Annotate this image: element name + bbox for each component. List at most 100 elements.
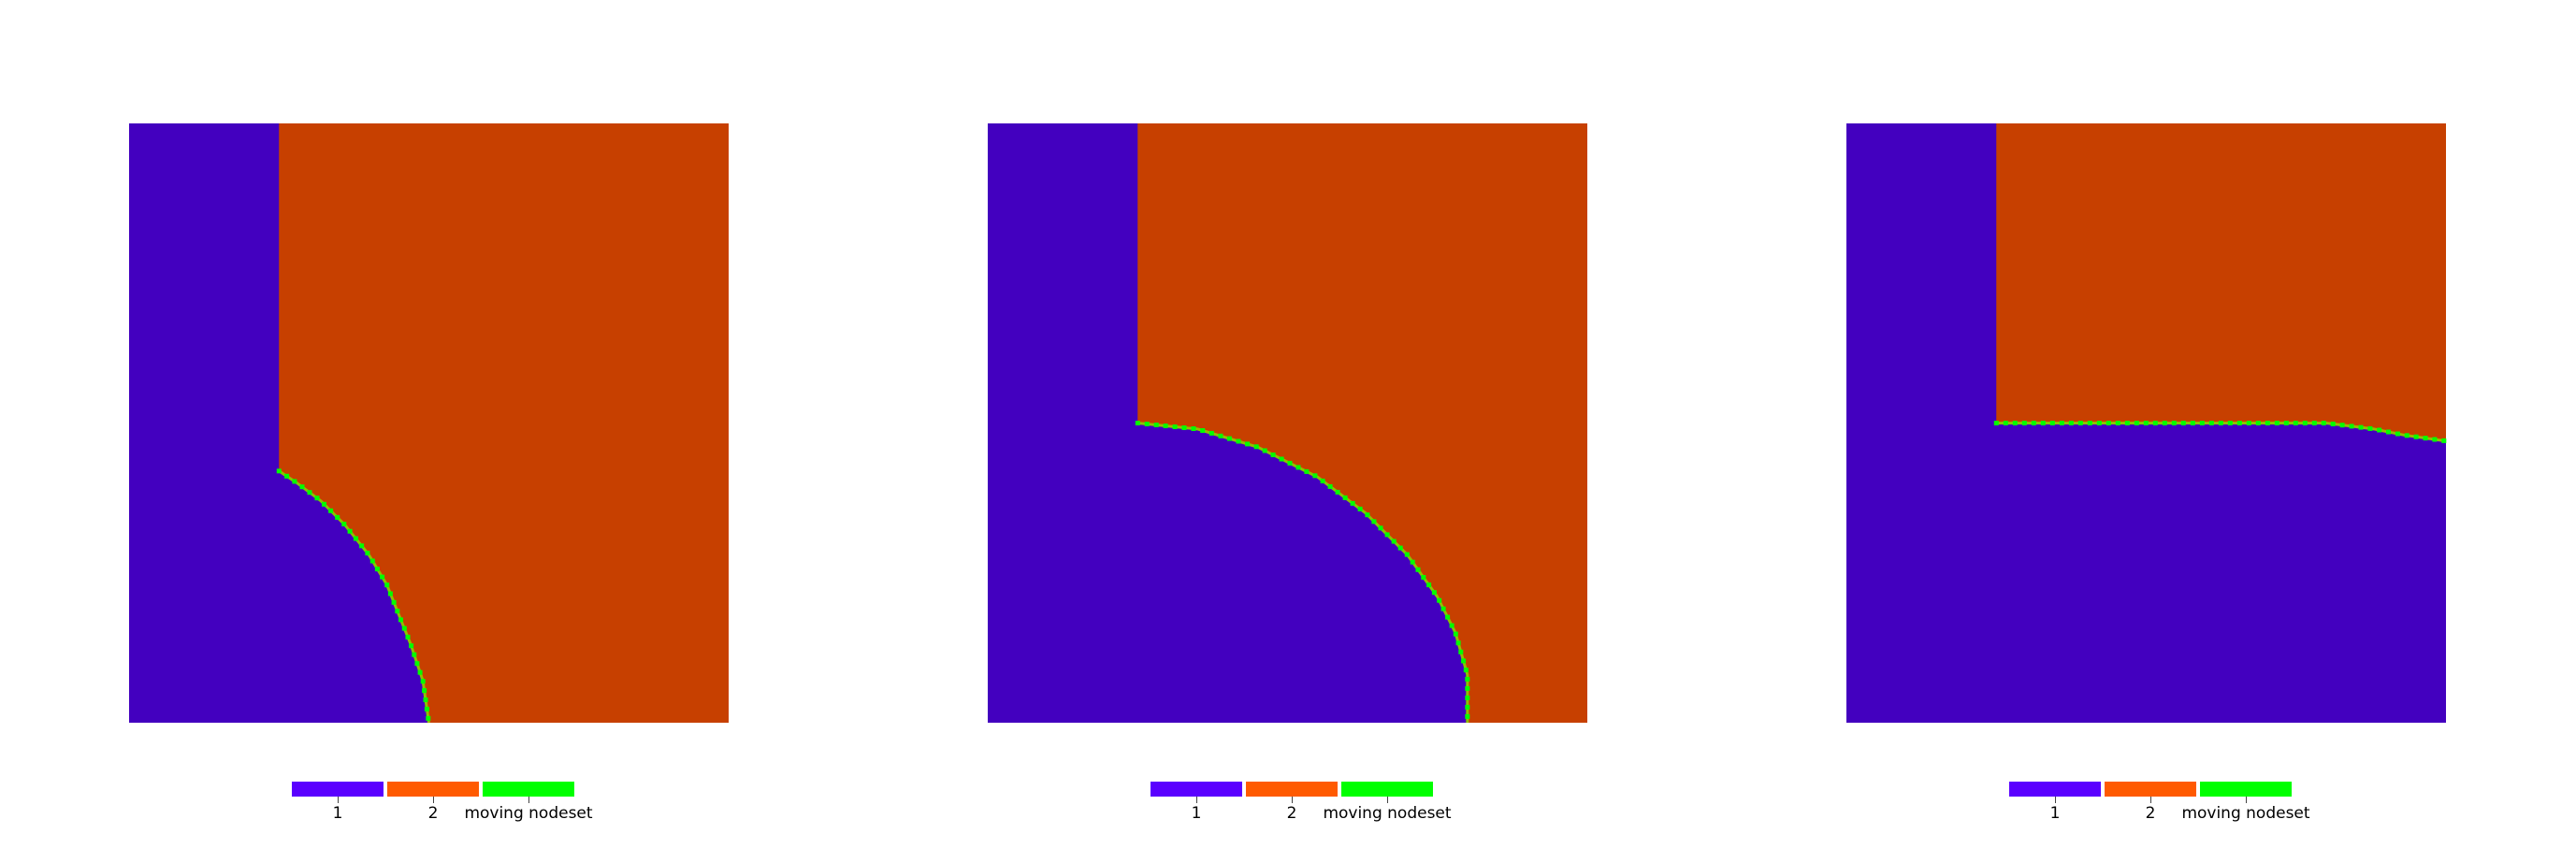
moving-nodeset-node <box>2377 427 2382 433</box>
legend-item-2-label: 2 <box>427 804 439 823</box>
moving-nodeset-node <box>1327 483 1333 489</box>
moving-nodeset-node <box>1236 438 1241 444</box>
moving-nodeset-node <box>359 543 365 549</box>
moving-nodeset-node <box>1357 506 1363 511</box>
moving-nodeset-node <box>1431 590 1437 596</box>
moving-nodeset-node <box>2208 421 2214 425</box>
moving-nodeset-node <box>2255 421 2261 425</box>
moving-nodeset-node <box>398 617 403 623</box>
moving-nodeset-node <box>2077 421 2083 425</box>
legend-item-moving-nodeset-tick <box>2246 797 2247 803</box>
moving-nodeset-node <box>2152 421 2158 425</box>
domain-plot <box>129 123 729 724</box>
moving-nodeset-node <box>1191 426 1196 431</box>
moving-nodeset-node <box>1421 575 1426 580</box>
moving-nodeset-node <box>1453 631 1458 637</box>
moving-nodeset-node <box>2031 421 2036 425</box>
moving-nodeset-node <box>1455 640 1461 646</box>
moving-nodeset-node <box>2021 421 2027 425</box>
moving-nodeset-node <box>2246 421 2251 425</box>
moving-nodeset-node <box>387 591 393 596</box>
moving-nodeset-node <box>1270 453 1276 457</box>
moving-nodeset-node <box>423 697 428 702</box>
moving-nodeset-node <box>276 468 282 474</box>
moving-nodeset-node <box>2413 434 2419 439</box>
domain-plot <box>1846 123 2447 723</box>
moving-nodeset-node <box>380 574 385 580</box>
moving-nodeset-node <box>1153 423 1159 427</box>
legend-item-moving-nodeset-tick <box>528 797 529 803</box>
moving-nodeset-node <box>335 514 340 520</box>
moving-nodeset-node <box>1304 468 1310 474</box>
legend-item-2-label: 2 <box>2145 804 2156 823</box>
moving-nodeset-node <box>1465 704 1470 710</box>
moving-nodeset-node <box>2432 437 2438 442</box>
legend: 1 2 moving nodeset <box>1151 782 1452 838</box>
moving-nodeset-node <box>1437 597 1442 603</box>
moving-nodeset-node <box>1245 441 1251 447</box>
legend-item-moving-nodeset-tick <box>1387 797 1388 803</box>
moving-nodeset-node <box>2293 421 2298 425</box>
legend-item-2-swatch <box>2105 782 2196 797</box>
moving-nodeset-node <box>1287 460 1293 466</box>
legend-item-moving-nodeset-swatch <box>483 782 574 797</box>
moving-nodeset-node <box>409 643 414 649</box>
moving-nodeset-node <box>1993 421 1999 425</box>
legend-item-2-tick <box>433 797 434 803</box>
legend-item-1-swatch <box>292 782 384 797</box>
moving-nodeset-node <box>2218 421 2223 425</box>
moving-nodeset-node <box>405 634 411 640</box>
legend-item-1-label: 1 <box>332 804 343 823</box>
moving-nodeset-node <box>2367 425 2373 431</box>
moving-nodeset-node <box>2321 421 2326 425</box>
moving-nodeset-node <box>1415 567 1421 572</box>
moving-nodeset-node <box>353 536 358 541</box>
moving-nodeset-node <box>2265 421 2270 425</box>
moving-nodeset-node <box>284 473 290 479</box>
moving-nodeset-node <box>2096 421 2102 425</box>
legend-item-moving-nodeset-swatch <box>1341 782 1433 797</box>
moving-nodeset-node <box>347 528 353 534</box>
moving-nodeset-node <box>2124 421 2130 425</box>
moving-nodeset-node <box>420 679 426 684</box>
legend-item-moving-nodeset-label: moving nodeset <box>464 804 593 823</box>
moving-nodeset-node <box>1342 495 1348 500</box>
moving-nodeset-node <box>1465 676 1470 682</box>
moving-nodeset-node <box>412 652 417 657</box>
legend-item-1-tick <box>2055 797 2056 803</box>
moving-nodeset-node <box>2171 421 2177 425</box>
moving-nodeset-node <box>2386 429 2391 435</box>
legend: 1 2 moving nodeset <box>2009 782 2310 838</box>
moving-nodeset-node <box>2330 421 2336 426</box>
moving-nodeset-node <box>1458 649 1464 654</box>
legend: 1 2 moving nodeset <box>292 782 593 838</box>
moving-nodeset-node <box>1144 422 1150 426</box>
moving-nodeset-node <box>1384 532 1390 538</box>
moving-nodeset-node <box>1172 424 1178 429</box>
moving-nodeset-node <box>395 609 400 614</box>
moving-nodeset-node <box>2134 421 2139 425</box>
region-2 <box>279 123 729 723</box>
moving-nodeset-node <box>2349 424 2354 429</box>
moving-nodeset-node <box>2012 421 2018 425</box>
panel-1: 1 2 moving nodeset <box>0 0 842 848</box>
legend-item-2-swatch <box>387 782 479 797</box>
moving-nodeset-node <box>314 496 320 501</box>
moving-nodeset-node <box>1181 425 1187 430</box>
moving-nodeset-node <box>2302 421 2308 425</box>
legend-item-1-tick <box>1196 797 1197 803</box>
legend-item-moving-nodeset-label: moving nodeset <box>1323 804 1452 823</box>
moving-nodeset-node <box>2274 421 2279 425</box>
legend-item-1-label: 1 <box>2049 804 2061 823</box>
moving-nodeset-node <box>1350 500 1355 506</box>
moving-nodeset-node <box>1391 539 1397 544</box>
moving-nodeset-node <box>1371 519 1377 525</box>
moving-nodeset-node <box>365 551 370 556</box>
moving-nodeset-node <box>424 706 429 711</box>
moving-nodeset-node <box>1463 668 1469 673</box>
moving-nodeset-node <box>1465 685 1470 691</box>
moving-nodeset-node <box>414 661 420 667</box>
moving-nodeset-node <box>2395 431 2400 437</box>
moving-nodeset-node <box>2358 424 2364 430</box>
moving-nodeset-node <box>2115 421 2120 425</box>
